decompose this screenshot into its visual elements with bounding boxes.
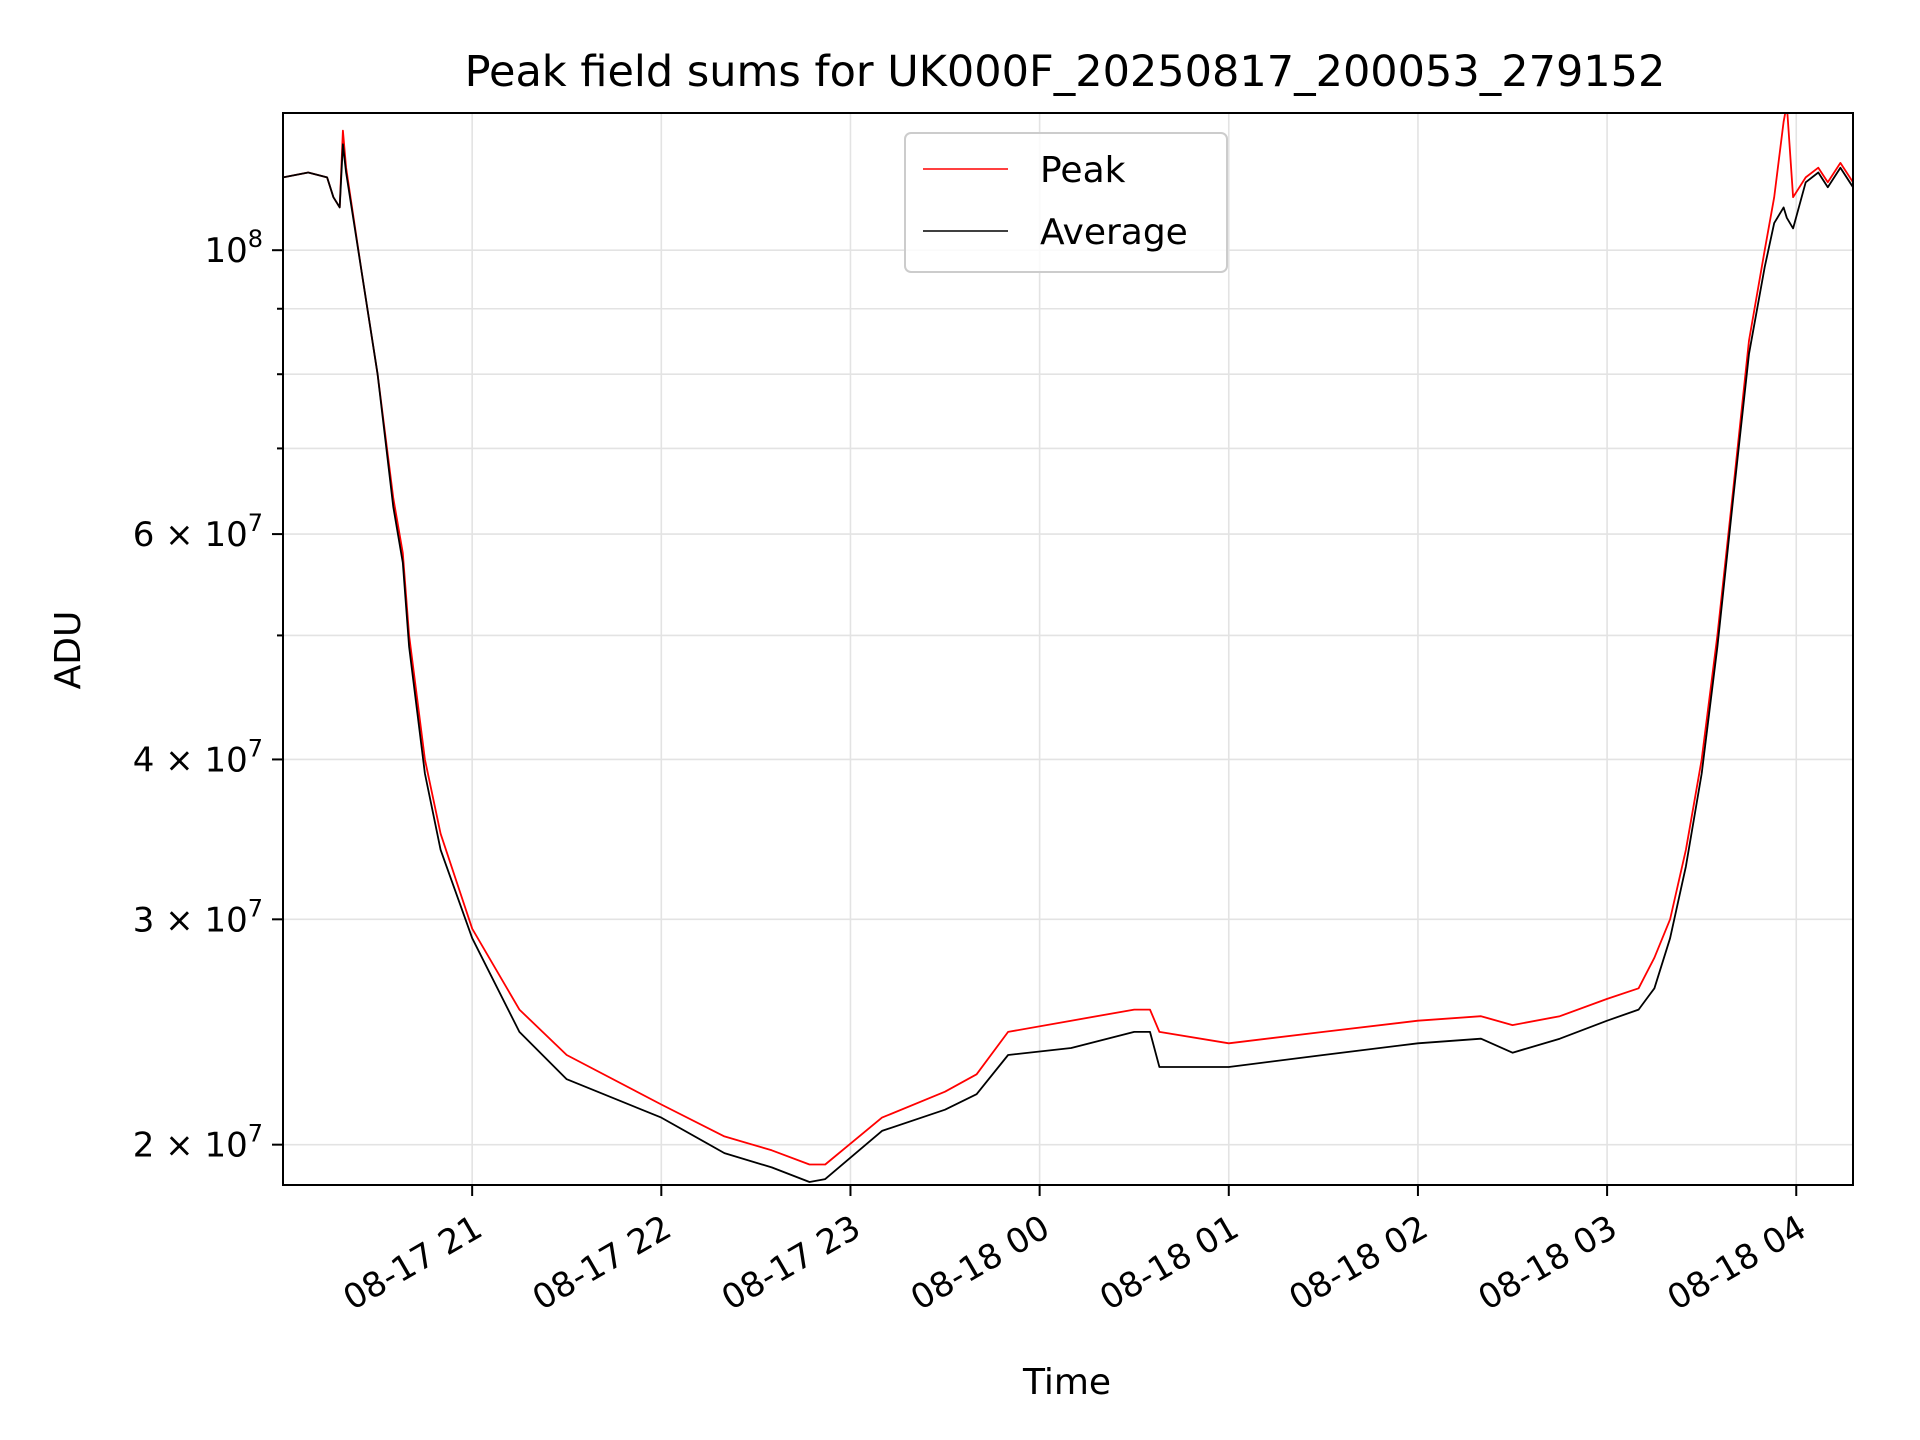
y-tick-label: 3 × 107 bbox=[133, 894, 263, 940]
y-axis: 2 × 107 3 × 107 4 × 107 6 × 107 108 bbox=[133, 225, 283, 1166]
plot-frame bbox=[282, 112, 1854, 1186]
legend-box bbox=[904, 132, 1228, 273]
y-tick-label: 6 × 107 bbox=[133, 509, 263, 555]
x-axis-title: Time bbox=[1022, 1362, 1111, 1403]
series-layer bbox=[283, 113, 1853, 1183]
legend-label-average: Average bbox=[1040, 212, 1188, 253]
legend-label-peak: Peak bbox=[1040, 150, 1126, 191]
y-tick-label: 4 × 107 bbox=[133, 734, 263, 780]
series-line-average bbox=[283, 143, 1853, 1183]
y-tick-label: 108 bbox=[204, 225, 263, 271]
chart-title: Peak field sums for UK000F_20250817_2000… bbox=[465, 47, 1666, 97]
y-tick-label: 2 × 107 bbox=[133, 1120, 263, 1166]
grid bbox=[283, 113, 1853, 1185]
y-axis-title: ADU bbox=[48, 611, 89, 690]
legend: Peak Average bbox=[904, 132, 1228, 273]
series-line-peak bbox=[283, 113, 1853, 1166]
